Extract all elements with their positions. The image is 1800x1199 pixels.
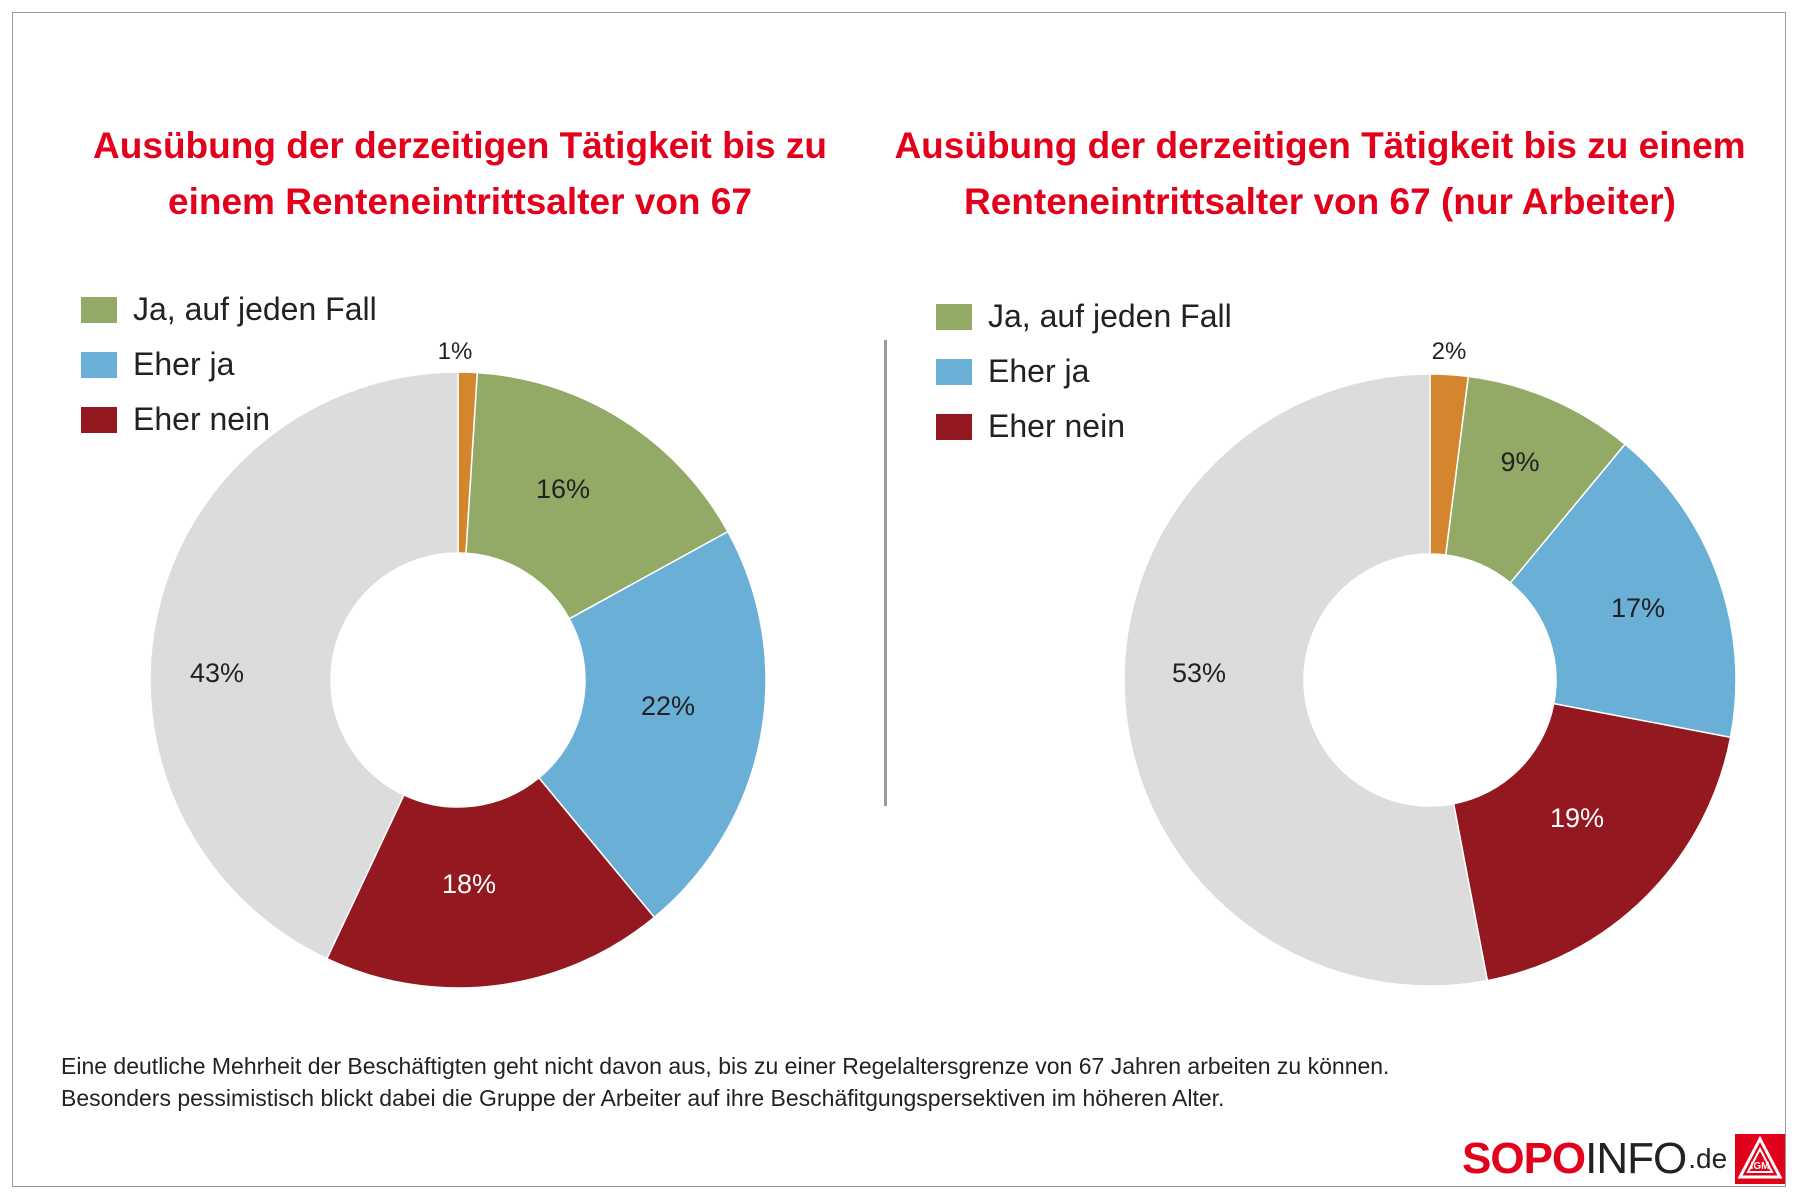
slice-label: 18% <box>442 869 496 899</box>
legend-item-eher-ja: Eher ja <box>936 344 1232 399</box>
pie-slice <box>465 371 729 620</box>
sopoinfo-logo[interactable]: SOPO INFO .de IGM <box>1462 1131 1786 1186</box>
pie-slice <box>325 776 656 989</box>
legend-item-eher-nein: Eher nein <box>81 392 377 447</box>
legend-label: Eher nein <box>133 401 270 437</box>
slice-label: 22% <box>641 691 695 721</box>
slice-label: 1% <box>438 338 473 365</box>
footnote: Eine deutliche Mehrheit der Beschäftigte… <box>61 1050 1389 1114</box>
slice-label: 16% <box>536 474 590 504</box>
pie-slice <box>537 530 767 919</box>
slice-label: 53% <box>1172 658 1226 688</box>
slice-label: 17% <box>1611 593 1665 623</box>
legend-swatch <box>936 413 972 440</box>
legend-swatch <box>81 296 117 323</box>
pie-slice <box>1509 443 1737 739</box>
legend-item-eher-nein: Eher nein <box>936 399 1232 454</box>
legend-item-ja-auf-jeden-fall: Ja, auf jeden Fall <box>81 282 377 337</box>
slice-label: 9% <box>1500 447 1539 477</box>
legend-right: Ja, auf jeden Fall Eher ja Eher nein <box>936 289 1232 454</box>
legend-label: Ja, auf jeden Fall <box>133 291 377 327</box>
pie-slice <box>1452 702 1732 982</box>
slice-label: 43% <box>190 658 244 688</box>
chart-divider <box>884 340 887 806</box>
logo-part-info: INFO <box>1585 1133 1687 1183</box>
legend-swatch <box>81 406 117 433</box>
logo-part-sopo: SOPO <box>1462 1133 1586 1183</box>
slice-label: 2% <box>1432 338 1467 365</box>
legend-swatch <box>936 358 972 385</box>
emblem-text: IGM <box>1751 1161 1770 1172</box>
chart-title-left: Ausübung der derzeitigen Tätigkeit bis z… <box>93 125 827 222</box>
chart-title-right: Ausübung der derzeitigen Tätigkeit bis z… <box>894 125 1746 222</box>
legend-item-eher-ja: Eher ja <box>81 337 377 392</box>
legend-swatch <box>936 303 972 330</box>
logo-part-de: .de <box>1688 1142 1728 1174</box>
legend-label: Ja, auf jeden Fall <box>988 298 1232 334</box>
slice-label: 19% <box>1550 803 1604 833</box>
legend-label: Eher nein <box>988 408 1125 444</box>
legend-item-ja-auf-jeden-fall: Ja, auf jeden Fall <box>936 289 1232 344</box>
pie-slice <box>149 371 459 960</box>
footnote-line-1: Eine deutliche Mehrheit der Beschäftigte… <box>61 1053 1390 1079</box>
igmetall-emblem-icon: IGM <box>1735 1133 1786 1184</box>
pie-slice <box>1123 373 1489 987</box>
footnote-line-2: Besonders pessimistisch blickt dabei die… <box>61 1085 1225 1111</box>
legend-label: Eher ja <box>988 353 1090 389</box>
legend-label: Eher ja <box>133 346 235 382</box>
legend-left: Ja, auf jeden Fall Eher ja Eher nein <box>81 282 377 447</box>
legend-swatch <box>81 351 117 378</box>
